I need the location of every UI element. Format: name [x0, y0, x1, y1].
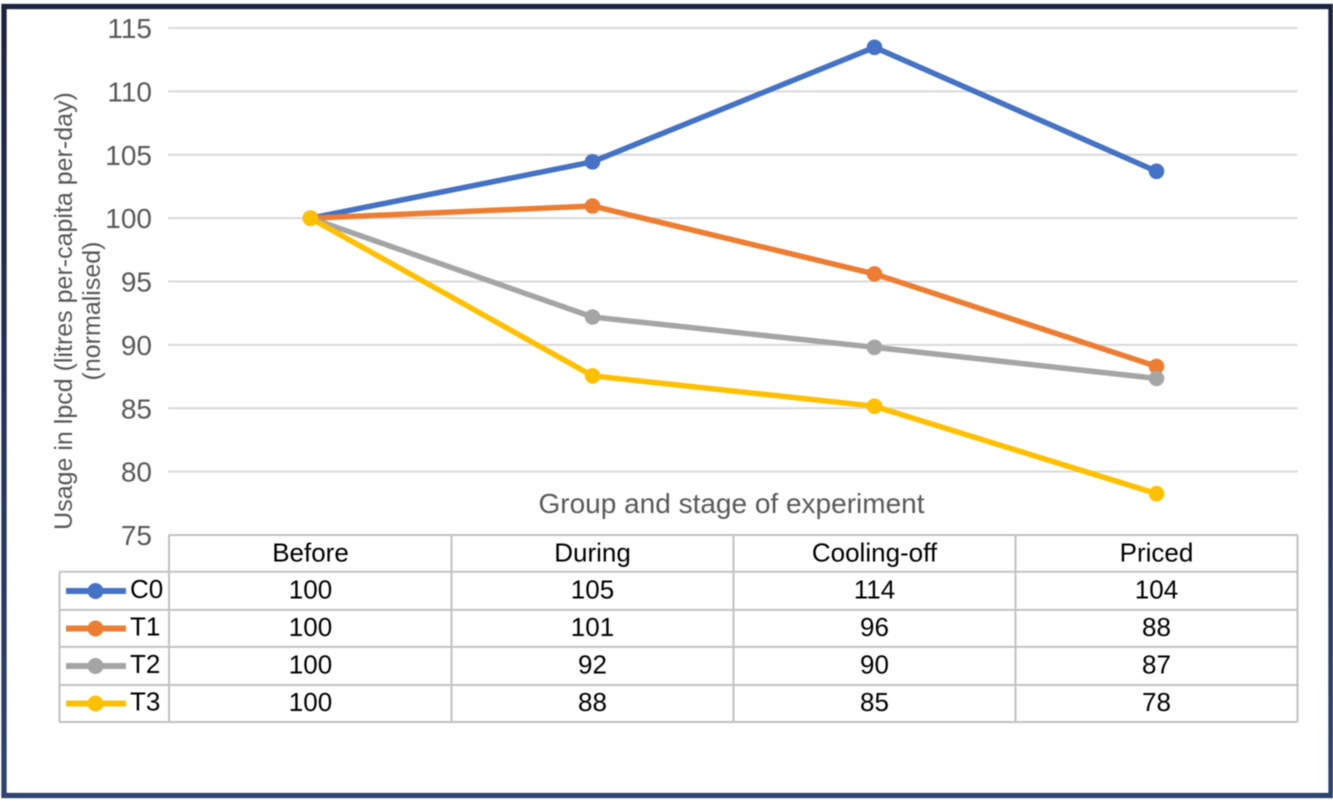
svg-text:100: 100 [289, 687, 332, 717]
svg-text:88: 88 [578, 687, 607, 717]
svg-text:(normalised): (normalised) [78, 242, 106, 381]
svg-text:115: 115 [107, 13, 152, 44]
svg-text:104: 104 [1135, 575, 1178, 605]
svg-text:90: 90 [860, 650, 889, 680]
svg-text:114: 114 [854, 575, 895, 605]
svg-text:95: 95 [121, 267, 152, 298]
svg-text:C0: C0 [130, 574, 163, 604]
svg-text:T2: T2 [130, 649, 160, 679]
svg-text:Cooling-off: Cooling-off [812, 538, 938, 568]
svg-text:105: 105 [571, 575, 614, 605]
svg-text:During: During [554, 538, 631, 568]
svg-text:92: 92 [578, 650, 607, 680]
svg-text:100: 100 [289, 612, 332, 642]
svg-text:85: 85 [860, 687, 889, 717]
svg-text:78: 78 [1142, 687, 1171, 717]
svg-text:88: 88 [1142, 612, 1171, 642]
svg-text:Usage in lpcd (litres per-capi: Usage in lpcd (litres per-capita per-day… [50, 92, 78, 530]
svg-text:Before: Before [272, 538, 349, 568]
svg-text:100: 100 [105, 203, 152, 234]
svg-text:T1: T1 [130, 612, 160, 642]
svg-text:85: 85 [121, 393, 152, 424]
svg-text:Priced: Priced [1120, 538, 1194, 568]
svg-text:105: 105 [105, 140, 152, 171]
svg-text:90: 90 [121, 330, 152, 361]
svg-text:80: 80 [121, 457, 152, 488]
svg-text:100: 100 [289, 575, 332, 605]
svg-text:100: 100 [289, 650, 332, 680]
svg-text:96: 96 [860, 612, 889, 642]
svg-text:T3: T3 [130, 687, 160, 717]
svg-text:75: 75 [121, 520, 152, 551]
svg-text:110: 110 [107, 76, 152, 107]
svg-text:Group and stage of experiment: Group and stage of experiment [538, 488, 924, 519]
svg-text:101: 101 [571, 612, 614, 642]
svg-text:87: 87 [1142, 650, 1171, 680]
